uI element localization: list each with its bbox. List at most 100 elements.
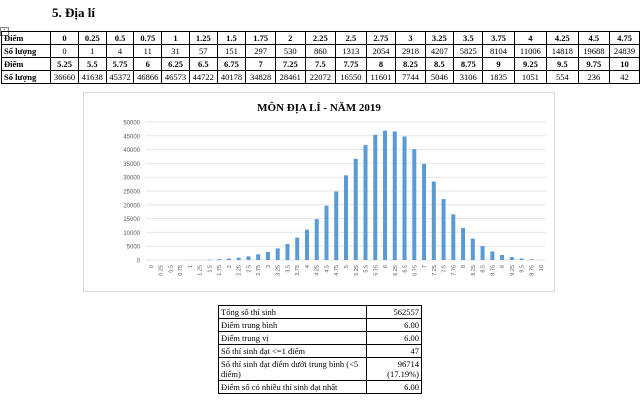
bar [470, 238, 475, 260]
bar [363, 145, 368, 260]
score-cell: 2.5 [335, 31, 367, 45]
x-tick-label: 3 [266, 265, 272, 268]
bar [217, 259, 222, 260]
stat-value: 6.00 [366, 380, 422, 394]
x-tick-label: 7.5 [442, 265, 448, 273]
bar [500, 254, 505, 260]
stats-row: Điểm số có nhiều thí sinh đạt nhất 6.00 [218, 380, 422, 394]
x-tick-label: 5.75 [373, 265, 379, 276]
count-cell: 31 [161, 44, 190, 58]
x-tick-label: 3.25 [276, 265, 282, 276]
bar [246, 256, 251, 260]
count-cell: 554 [546, 70, 579, 84]
y-tick-label: 0 [137, 259, 141, 265]
row-label: Số lượng [0, 44, 52, 58]
bar [451, 214, 456, 260]
score-cell: 5.25 [50, 57, 79, 71]
count-cell: 2054 [365, 44, 397, 58]
stat-value: 96714 (17.19%) [366, 357, 422, 381]
score-cell: 0.75 [133, 31, 163, 45]
count-cell: 3106 [453, 70, 484, 84]
scores-table: Điểm 0 0.25 0.5 0.75 1 1.25 1.5 1.75 2 2.25 2.5 2.75… [0, 31, 640, 84]
x-tick-label: 5 [344, 265, 350, 268]
y-tick-label: 50000 [123, 121, 140, 127]
x-tick-label: 8.75 [490, 265, 496, 276]
x-tick-label: 1.25 [198, 265, 204, 276]
bar [373, 134, 378, 260]
x-tick-label: 4.75 [334, 265, 340, 276]
count-cell: 1835 [482, 70, 515, 84]
count-cell: 45372 [105, 70, 135, 84]
stat-label: Điểm trung vị [218, 331, 367, 345]
count-cell: 5046 [424, 70, 455, 84]
y-tick-label: 5000 [127, 245, 141, 251]
y-tick-label: 30000 [123, 176, 140, 182]
count-cell: 4 [105, 44, 135, 58]
score-cell: 10 [609, 57, 640, 71]
x-tick-label: 4.25 [315, 265, 321, 276]
score-cell: 5.75 [105, 57, 135, 71]
count-cell: 0 [50, 44, 79, 58]
score-cell: 2.25 [304, 31, 337, 45]
stat-label: Số thí sinh đạt điểm dưới trung bình (<5… [218, 357, 367, 381]
count-cell: 19688 [577, 44, 611, 58]
x-tick-label: 9 [500, 265, 506, 268]
count-cell: 236 [577, 70, 611, 84]
x-tick-label: 2.5 [246, 265, 252, 273]
count-cell: 530 [274, 44, 306, 58]
bar [392, 131, 397, 260]
bar [402, 136, 407, 260]
score-cell: 9.5 [546, 57, 579, 71]
count-cell: 46866 [133, 70, 163, 84]
bar [334, 191, 339, 260]
row-label: Điểm [0, 31, 52, 45]
score-cell: 4.25 [546, 31, 579, 45]
table-row: Điểm 5.25 5.5 5.75 6 6.25 6.5 6.75 7 7.25 7.5 7.75 8… [0, 57, 640, 71]
count-cell: 11 [133, 44, 163, 58]
stat-value: 6.00 [366, 318, 422, 332]
stats-row: Tổng số thí sinh 562557 [218, 305, 422, 319]
x-tick-label: 9.75 [529, 265, 535, 276]
count-cell: 1313 [335, 44, 367, 58]
score-cell: 4.75 [609, 31, 640, 45]
score-cell: 6 [133, 57, 163, 71]
row-label: Điểm [0, 57, 52, 71]
bar [490, 251, 495, 260]
bar [256, 254, 261, 260]
y-tick-label: 35000 [123, 162, 140, 168]
score-cell: 2.75 [365, 31, 397, 45]
x-tick-label: 0 [149, 265, 155, 268]
score-cell: 3.25 [424, 31, 455, 45]
score-cell: 2 [274, 31, 306, 45]
count-cell: 22072 [304, 70, 337, 84]
bar [353, 158, 358, 260]
x-tick-label: 6.25 [393, 265, 399, 276]
score-cell: 8.75 [453, 57, 484, 71]
score-cell: 0.25 [77, 31, 107, 45]
x-tick-label: 1.5 [207, 265, 213, 273]
count-cell: 4207 [424, 44, 455, 58]
section-heading: 5. Địa lí [52, 5, 95, 20]
table-row: Số lượng 36660 41638 45372 46866 46573 44722 40… [0, 70, 640, 84]
stat-value: 6.00 [366, 331, 422, 345]
bar [383, 130, 388, 260]
stats-row: Điểm trung bình 6.00 [218, 318, 422, 332]
x-tick-label: 6.75 [412, 265, 418, 276]
count-cell: 40178 [216, 70, 247, 84]
bar [509, 257, 514, 260]
count-cell: 41638 [77, 70, 107, 84]
count-cell: 11601 [365, 70, 397, 84]
x-tick-label: 2.75 [256, 265, 262, 276]
score-cell: 0 [50, 31, 79, 45]
score-cell: 9.25 [513, 57, 548, 71]
score-cell: 0.5 [105, 31, 135, 45]
bar [480, 246, 485, 260]
x-tick-label: 3.75 [295, 265, 301, 276]
x-tick-label: 10 [539, 265, 545, 271]
y-tick-label: 15000 [123, 217, 140, 223]
score-cell: 1 [161, 31, 190, 45]
count-cell: 1051 [513, 70, 548, 84]
bar [236, 257, 241, 260]
table-row: Số lượng 0 1 4 11 31 57 151 297 530 860 1313 2054 291… [0, 44, 640, 58]
count-cell: 2918 [395, 44, 426, 58]
